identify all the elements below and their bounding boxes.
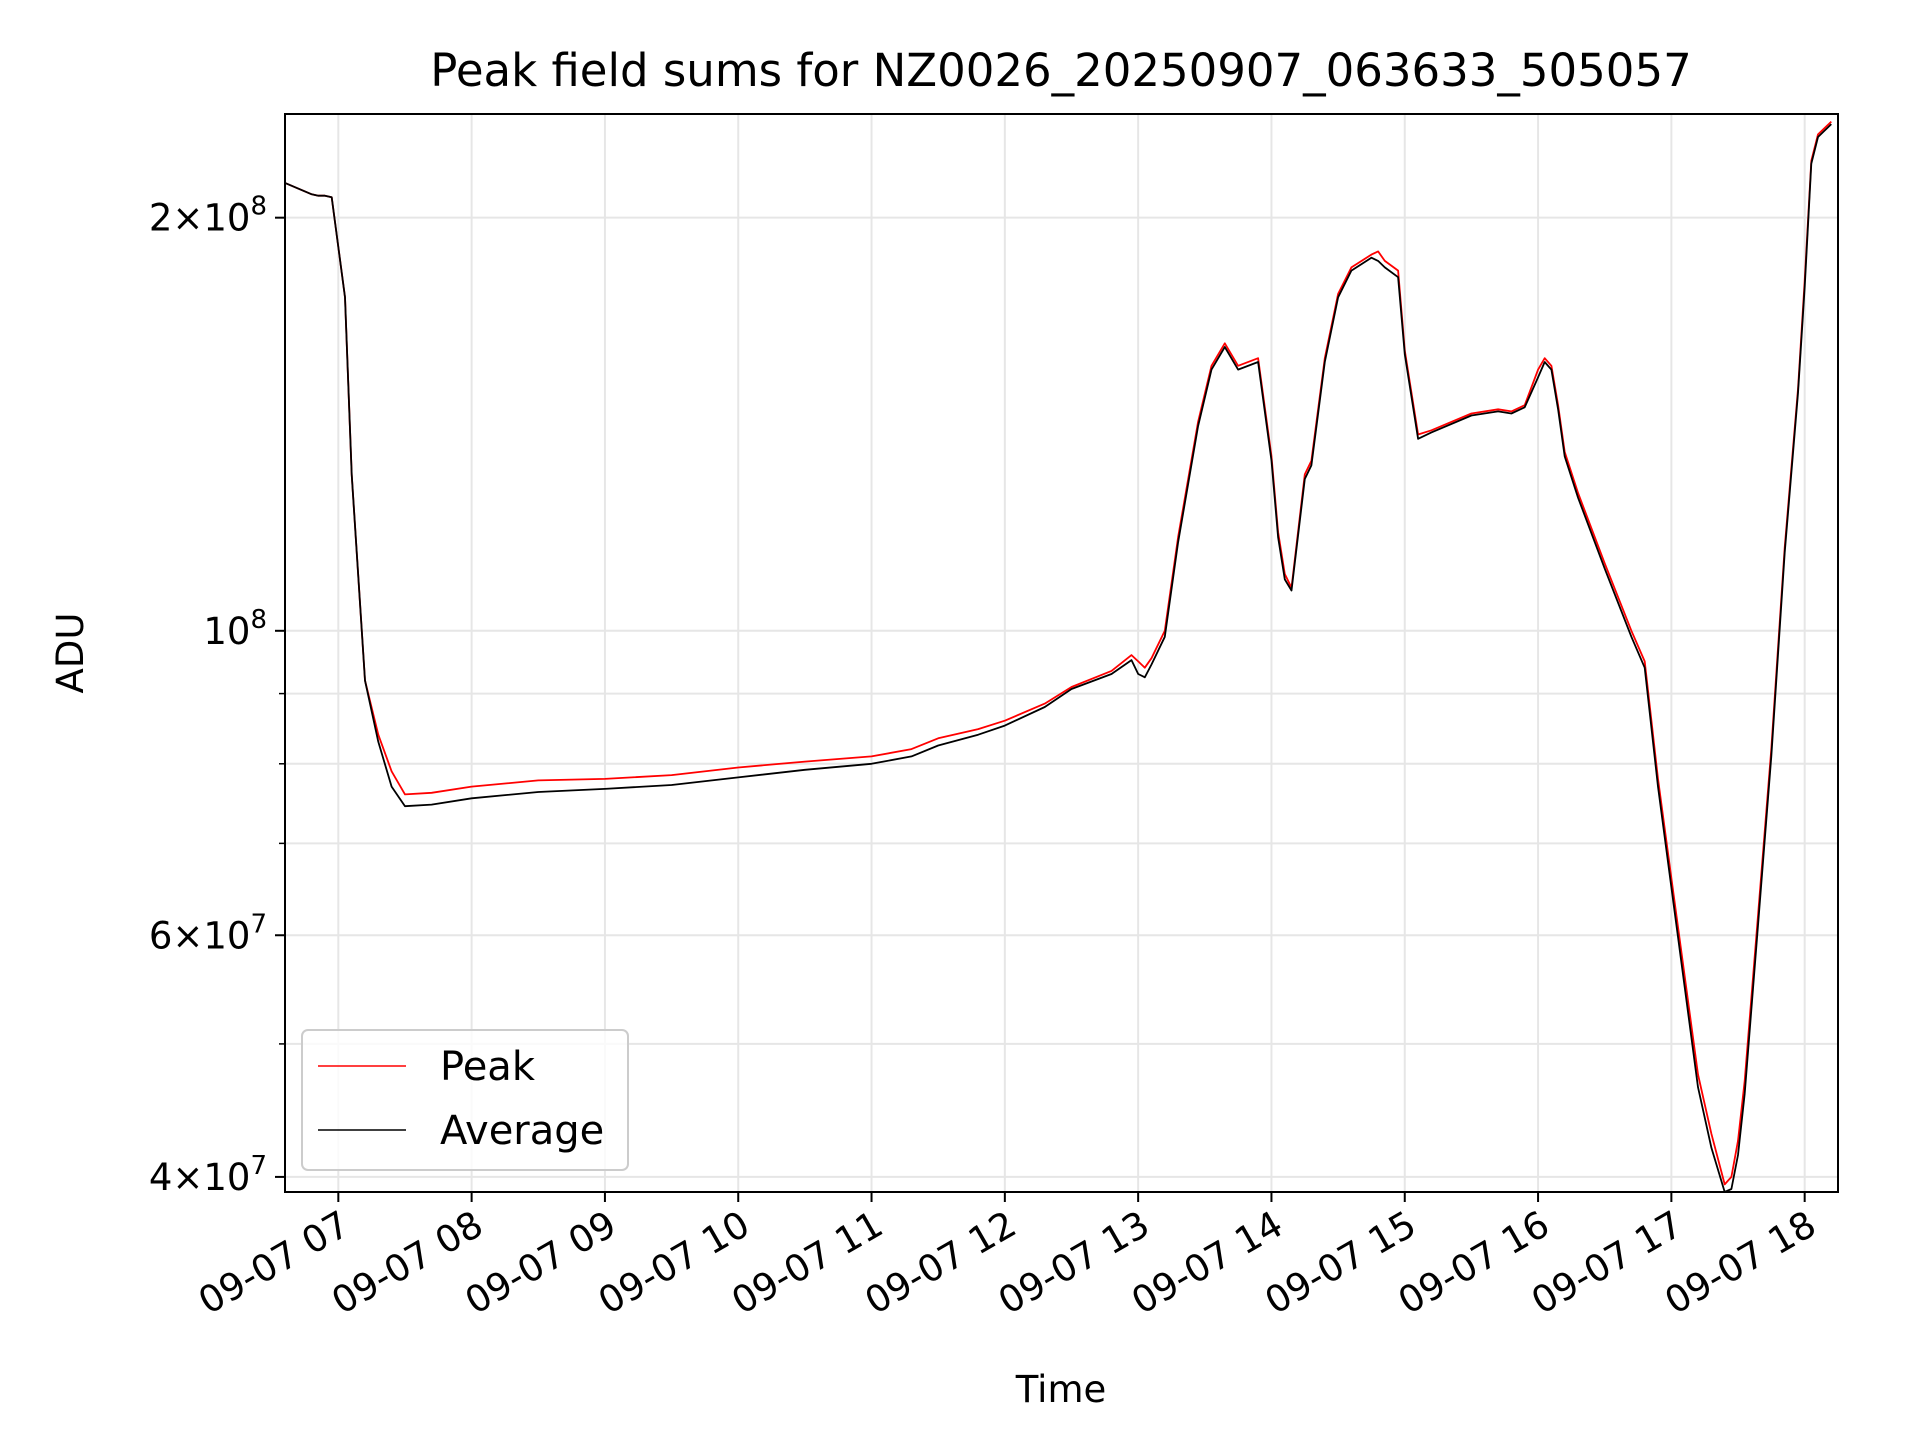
chart-title: Peak field sums for NZ0026_20250907_0636… [430, 44, 1691, 97]
legend-box [301, 1029, 629, 1171]
y-tick-label: 6×107 [149, 909, 267, 957]
y-tick-label: 2×108 [149, 192, 267, 240]
x-axis-label: Time [1015, 1368, 1107, 1411]
series-lines [284, 120, 1832, 1193]
y-tick-label: 4×107 [149, 1151, 267, 1199]
series-line-average [284, 123, 1832, 1193]
series-line-peak [284, 120, 1832, 1186]
legend-peak-label: Peak [440, 1044, 536, 1090]
grid [285, 114, 1838, 1192]
y-tick-label: 108 [203, 605, 267, 653]
legend-average-label: Average [440, 1108, 604, 1154]
y-axis-label: ADU [49, 613, 92, 694]
legend: Peak Average [301, 1029, 629, 1171]
plot-frame [284, 113, 1839, 1193]
